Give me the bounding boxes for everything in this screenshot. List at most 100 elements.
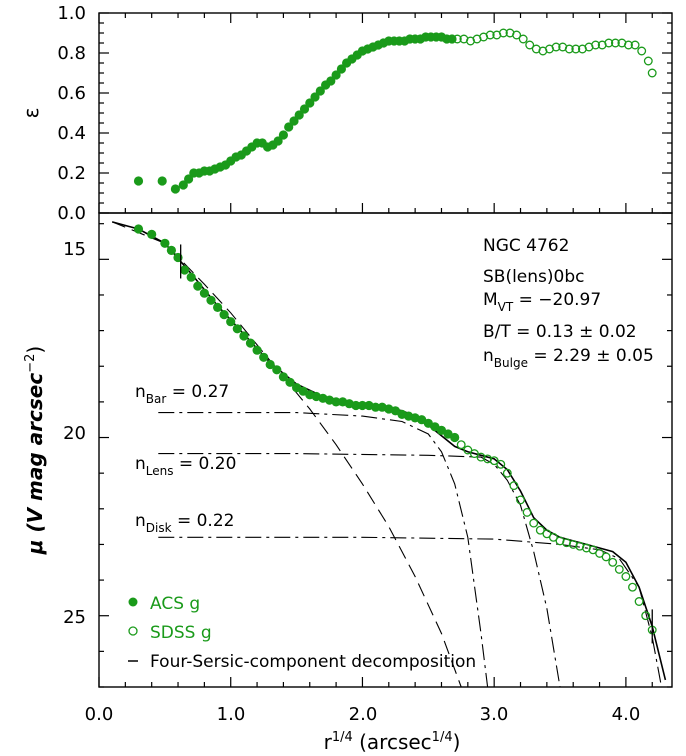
bottom-acs-point	[133, 224, 144, 234]
bottom-acs-point	[331, 397, 341, 407]
bottom-acs-point	[180, 265, 190, 275]
top-acs-point	[294, 110, 304, 120]
top-sdss-point	[637, 46, 647, 56]
top-sdss-point	[485, 30, 495, 40]
top-sdss-point	[498, 28, 508, 38]
bottom-acs-point	[186, 272, 196, 282]
top-acs-point	[133, 176, 144, 186]
bottom-acs-point	[351, 400, 361, 411]
galaxy-name: NGC 4762	[483, 236, 569, 256]
absolute-magnitude: MVT = −20.97	[483, 290, 601, 314]
bottom-y-tick-label-20: 20	[63, 423, 86, 444]
bottom-acs-point	[226, 317, 236, 327]
bar-sersic-index: nBar = 0.27	[135, 382, 229, 406]
top-acs-point	[170, 184, 180, 194]
top-acs-point	[278, 130, 288, 140]
top-acs-point	[184, 174, 194, 184]
top-panel-points	[133, 28, 657, 194]
top-y-tick-label-4: 0.8	[57, 43, 86, 64]
lens-sersic-index: nLens = 0.20	[135, 454, 236, 478]
top-sdss-point	[564, 44, 574, 54]
bottom-acs-point	[160, 238, 170, 248]
bottom-acs-point	[193, 281, 203, 291]
bottom-sdss-point	[628, 582, 637, 592]
bottom-sdss-point	[502, 468, 512, 478]
bottom-sdss-point	[621, 572, 631, 581]
bottom-acs-point	[239, 331, 249, 341]
bottom-sdss-point	[463, 445, 473, 455]
bottom-acs-point	[272, 365, 282, 375]
top-acs-point	[284, 122, 294, 132]
bottom-acs-point	[450, 432, 460, 443]
top-acs-point	[305, 98, 315, 108]
top-acs-point	[157, 176, 167, 186]
bottom-acs-point	[357, 400, 367, 411]
top-sdss-point	[525, 40, 535, 50]
top-sdss-point	[551, 42, 561, 52]
bottom-acs-point	[278, 372, 288, 382]
top-sdss-point	[630, 40, 640, 50]
bottom-sdss-point	[516, 495, 525, 505]
bottom-acs-point	[219, 310, 229, 320]
top-sdss-point	[604, 38, 614, 48]
top-sdss-point	[610, 38, 620, 48]
x-tick-label-2: 2.0	[349, 704, 378, 725]
top-y-tick-label-2: 0.4	[57, 123, 86, 144]
bottom-acs-point	[371, 402, 381, 412]
top-sdss-point	[452, 34, 462, 44]
top-acs-point	[315, 86, 325, 96]
x-axis-label: r1/4 (arcsec1/4)	[324, 730, 461, 754]
bottom-sdss-point	[489, 456, 499, 466]
bottom-sdss-point	[456, 440, 466, 450]
bottom-sdss-point	[548, 532, 558, 542]
top-acs-point	[310, 92, 320, 102]
bottom-sdss-point	[614, 564, 624, 574]
bottom-acs-point	[206, 295, 216, 305]
top-acs-point	[299, 104, 310, 114]
legend-sdss-marker	[128, 626, 138, 636]
fit-window-markers	[180, 244, 653, 644]
top-sdss-point	[591, 40, 601, 50]
bulge-to-total: B/T = 0.13 ± 0.02	[483, 322, 637, 342]
bottom-sdss-point	[608, 557, 618, 567]
bottom-acs-point	[199, 288, 209, 298]
bottom-panel-points	[133, 224, 657, 635]
bottom-acs-point	[259, 352, 269, 362]
top-sdss-point	[624, 40, 633, 50]
top-y-tick-label-3: 0.6	[57, 83, 86, 104]
x-tick-label-3: 3.0	[480, 704, 509, 725]
top-sdss-point	[571, 44, 581, 54]
top-y-axis-label: ε	[19, 108, 43, 119]
bottom-acs-point	[166, 245, 176, 255]
top-acs-point	[178, 180, 188, 190]
disk-sersic-index: nDisk = 0.22	[135, 511, 234, 535]
bottom-sdss-point	[634, 597, 644, 606]
bottom-y-tick-label-15: 15	[63, 239, 86, 260]
top-sdss-point	[512, 30, 522, 40]
top-sdss-point	[643, 56, 653, 66]
bottom-acs-point	[147, 229, 157, 239]
bottom-sdss-point	[562, 538, 572, 548]
bottom-acs-point	[232, 324, 242, 334]
legend-sdss-label: SDSS g	[150, 623, 212, 643]
bottom-sdss-point	[496, 459, 506, 469]
legend-acs-label: ACS g	[150, 594, 200, 614]
top-y-tick-label-5: 1.0	[57, 3, 86, 24]
legend: ACS g SDSS g Four-Sersic-component decom…	[128, 594, 476, 672]
x-tick-label-0: 0.0	[85, 704, 114, 725]
top-y-tick-label-1: 0.2	[57, 163, 86, 184]
model-curve-lens	[158, 453, 561, 688]
bottom-sdss-point	[529, 518, 539, 528]
bottom-acs-point	[245, 338, 256, 348]
top-y-tick-label-0: 0.0	[57, 203, 86, 224]
top-acs-point	[273, 136, 283, 146]
legend-acs-marker	[128, 597, 138, 607]
bottom-sdss-point	[601, 552, 611, 562]
bottom-y-axis-label: μ (V mag arcsec−2)	[23, 346, 47, 555]
bottom-acs-point	[213, 302, 223, 312]
bottom-sdss-point	[469, 449, 479, 459]
bottom-sdss-point	[588, 545, 598, 555]
legend-model-label: Four-Sersic-component decomposition	[150, 652, 476, 672]
bottom-sdss-point	[509, 481, 519, 491]
